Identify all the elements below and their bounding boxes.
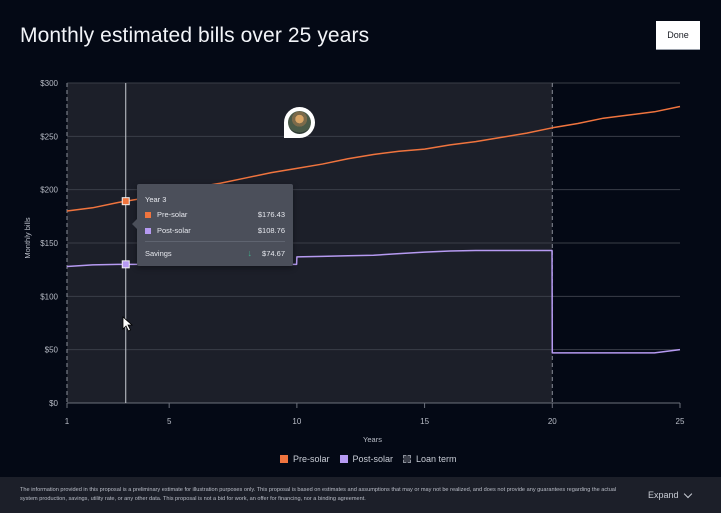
loan-term-swatch-icon — [403, 455, 412, 463]
chart-tooltip: Year 3 Pre-solar $176.43 Post-solar $108… — [132, 184, 293, 266]
tooltip-label: Pre-solar — [157, 210, 188, 219]
legend-item-post-solar[interactable]: Post-solar — [339, 454, 394, 464]
tooltip-label: Savings — [145, 248, 172, 258]
x-tick-label: 25 — [676, 417, 685, 426]
done-button[interactable]: Done — [656, 21, 700, 50]
disclaimer-text: The information provided in this proposa… — [20, 487, 617, 502]
avatar-photo — [288, 111, 311, 134]
legend-label: Loan term — [416, 454, 457, 464]
y-tick-label: $100 — [40, 292, 58, 301]
mouse-cursor-icon — [122, 316, 134, 332]
y-axis-label: Monthly bills — [23, 217, 32, 259]
tooltip-label: Post-solar — [157, 226, 191, 235]
y-tick-label: $50 — [45, 346, 59, 355]
y-tick-label: $150 — [40, 239, 58, 248]
tooltip-row-savings: Savings ↓ $74.67 — [145, 248, 285, 258]
tooltip-divider — [145, 241, 285, 242]
tooltip-value: $176.43 — [257, 210, 285, 219]
tooltip-row-pre-solar: Pre-solar $176.43 — [145, 210, 285, 219]
avatar[interactable] — [284, 107, 315, 138]
tooltip-value: $74.67 — [262, 248, 285, 258]
arrow-down-icon: ↓ — [247, 248, 253, 258]
y-tick-label: $0 — [49, 399, 58, 408]
pre-solar-swatch-icon — [280, 455, 288, 463]
tooltip-year: Year 3 — [145, 195, 167, 204]
post-solar-swatch-icon — [339, 455, 348, 463]
pre-solar-hover-marker[interactable] — [121, 197, 130, 206]
x-tick-label: 1 — [65, 417, 70, 426]
legend-item-loan-term[interactable]: Loan term — [403, 454, 457, 464]
x-axis-label: Years — [363, 435, 382, 444]
legend-label: Post-solar — [352, 454, 394, 464]
x-tick-label: 20 — [548, 417, 557, 426]
expand-label: Expand — [648, 490, 679, 500]
x-tick-label: 10 — [292, 417, 301, 426]
page-title: Monthly estimated bills over 25 years — [20, 24, 370, 47]
legend-label: Pre-solar — [293, 454, 330, 464]
footer: The information provided in this proposa… — [0, 477, 721, 513]
legend-item-pre-solar[interactable]: Pre-solar — [280, 454, 330, 464]
x-tick-label: 15 — [420, 417, 429, 426]
post-solar-hover-marker[interactable] — [121, 260, 130, 269]
y-tick-label: $200 — [40, 186, 58, 195]
chevron-down-icon — [683, 489, 692, 498]
post-solar-swatch-icon — [145, 227, 151, 234]
pre-solar-swatch-icon — [145, 211, 151, 218]
y-tick-label: $300 — [40, 79, 58, 88]
tooltip-row-post-solar: Post-solar $108.76 — [145, 226, 285, 235]
chart-legend: Pre-solar Post-solar Loan term — [280, 454, 457, 464]
x-tick-label: 5 — [167, 417, 172, 426]
y-tick-label: $250 — [40, 132, 58, 141]
tooltip-value: $108.76 — [257, 226, 285, 235]
expand-button[interactable]: Expand — [648, 489, 692, 500]
